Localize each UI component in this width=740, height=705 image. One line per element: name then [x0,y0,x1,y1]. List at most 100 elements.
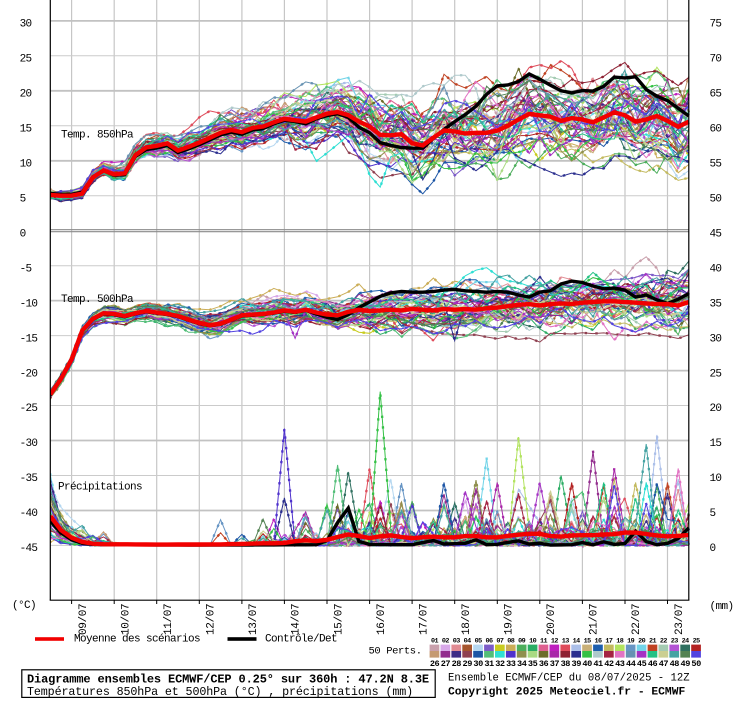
svg-text:46: 46 [648,659,658,669]
svg-text:36: 36 [539,659,549,669]
svg-text:5: 5 [710,508,716,520]
svg-text:10: 10 [710,473,722,485]
svg-text:43: 43 [615,659,625,669]
svg-text:Diagramme ensembles ECMWF/CEP: Diagramme ensembles ECMWF/CEP 0.25° sur … [27,673,429,687]
svg-text:19: 19 [627,638,635,646]
svg-text:05: 05 [475,638,483,646]
svg-text:-30: -30 [20,438,38,450]
svg-text:-40: -40 [20,508,38,520]
svg-text:20: 20 [638,638,646,646]
svg-text:01: 01 [431,638,439,646]
svg-text:45: 45 [637,659,647,669]
svg-text:15: 15 [20,124,32,136]
svg-text:34: 34 [517,659,527,669]
svg-text:02: 02 [442,638,450,646]
svg-text:11: 11 [540,638,548,646]
svg-text:03: 03 [453,638,461,646]
svg-text:0: 0 [710,543,716,555]
svg-text:50: 50 [710,193,722,205]
svg-text:16/07: 16/07 [376,604,388,635]
svg-text:-45: -45 [20,543,38,555]
svg-text:11/07: 11/07 [163,604,175,635]
svg-text:07: 07 [496,638,504,646]
svg-text:16: 16 [594,638,602,646]
svg-text:17: 17 [605,638,613,646]
svg-text:-10: -10 [20,298,38,310]
svg-text:Ensemble ECMWF/CEP du 08/07/20: Ensemble ECMWF/CEP du 08/07/2025 - 12Z [448,673,690,685]
svg-text:5: 5 [20,193,26,205]
svg-text:Temp. 500hPa: Temp. 500hPa [61,294,134,306]
svg-text:06: 06 [485,638,493,646]
svg-text:42: 42 [604,659,614,669]
svg-text:26: 26 [430,659,440,669]
svg-text:Températures 850hPa et 500hPa: Températures 850hPa et 500hPa (°C) , pré… [27,685,413,699]
svg-text:04: 04 [464,638,472,646]
svg-text:27: 27 [441,659,451,669]
svg-text:Moyenne des scénarios: Moyenne des scénarios [74,634,200,646]
svg-text:37: 37 [550,659,560,669]
svg-text:08: 08 [507,638,515,646]
svg-text:10: 10 [20,159,32,171]
svg-text:31: 31 [484,659,494,669]
svg-text:23/07: 23/07 [674,604,686,635]
svg-text:Temp. 850hPa: Temp. 850hPa [61,130,134,142]
svg-text:-5: -5 [20,263,32,275]
svg-text:25: 25 [693,638,701,646]
svg-text:14: 14 [573,638,581,646]
svg-text:0: 0 [20,228,26,240]
svg-text:10/07: 10/07 [121,604,133,635]
svg-text:18/07: 18/07 [461,604,473,635]
svg-text:30: 30 [473,659,483,669]
svg-text:18: 18 [616,638,624,646]
svg-text:41: 41 [593,659,603,669]
svg-text:38: 38 [561,659,571,669]
svg-text:13: 13 [562,638,570,646]
svg-text:40: 40 [710,263,722,275]
svg-text:13/07: 13/07 [248,604,260,635]
svg-text:23: 23 [671,638,679,646]
svg-text:20: 20 [710,403,722,415]
svg-text:25: 25 [710,368,722,380]
svg-text:35: 35 [710,298,722,310]
svg-text:65: 65 [710,89,722,101]
svg-text:(°C): (°C) [12,600,36,612]
svg-text:39: 39 [572,659,582,669]
svg-text:28: 28 [452,659,462,669]
svg-text:Copyright 2025 Meteociel.fr -: Copyright 2025 Meteociel.fr - ECMWF [448,687,685,699]
svg-text:15: 15 [710,438,722,450]
svg-text:20: 20 [20,89,32,101]
svg-text:40: 40 [582,659,592,669]
svg-text:75: 75 [710,19,722,31]
svg-text:20/07: 20/07 [546,604,558,635]
svg-text:09/07: 09/07 [78,604,90,635]
svg-text:12/07: 12/07 [206,604,218,635]
svg-text:35: 35 [528,659,538,669]
svg-text:30: 30 [710,333,722,345]
svg-text:50 Perts.: 50 Perts. [369,646,422,658]
svg-text:14/07: 14/07 [291,604,303,635]
svg-text:29: 29 [463,659,473,669]
svg-text:19/07: 19/07 [504,604,516,635]
svg-text:45: 45 [710,228,722,240]
svg-text:44: 44 [626,659,636,669]
svg-text:17/07: 17/07 [418,604,430,635]
svg-text:25: 25 [20,54,32,66]
svg-text:Contrôle/Det: Contrôle/Det [265,634,337,646]
svg-text:-25: -25 [20,403,38,415]
svg-text:50: 50 [691,659,701,669]
svg-text:30: 30 [20,19,32,31]
svg-text:21/07: 21/07 [589,604,601,635]
svg-text:(mm): (mm) [710,601,734,613]
svg-text:60: 60 [710,124,722,136]
svg-text:15/07: 15/07 [333,604,345,635]
svg-text:15: 15 [584,638,592,646]
svg-text:-15: -15 [20,333,38,345]
svg-text:33: 33 [506,659,516,669]
svg-text:47: 47 [659,659,669,669]
svg-text:22/07: 22/07 [631,604,643,635]
svg-text:24: 24 [682,638,690,646]
svg-text:22: 22 [660,638,668,646]
svg-text:-20: -20 [20,368,38,380]
svg-text:09: 09 [518,638,526,646]
svg-text:21: 21 [649,638,657,646]
